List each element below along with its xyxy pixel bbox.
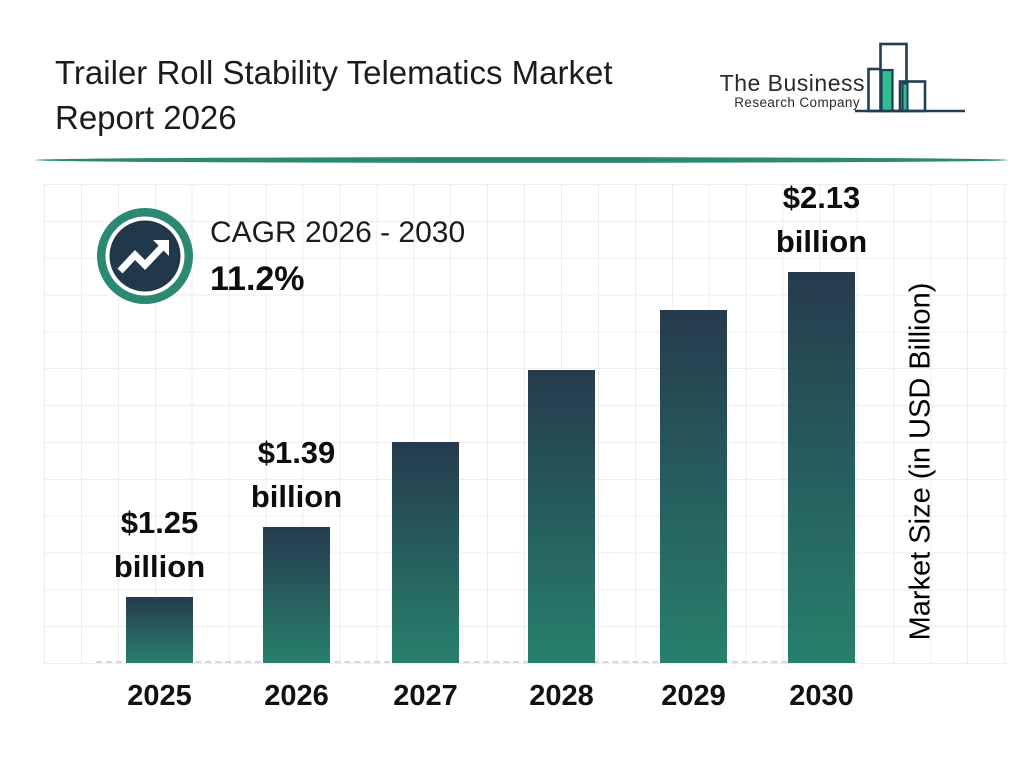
x-tick-2027: 2027 [393, 680, 458, 712]
x-tick-2026: 2026 [264, 680, 329, 712]
bar-2026 [263, 527, 330, 663]
bar-2027 [392, 442, 459, 663]
cagr-block: CAGR 2026 - 2030 11.2% [210, 214, 465, 299]
x-tick-2030: 2030 [789, 680, 854, 712]
cagr-label: CAGR 2026 - 2030 [210, 216, 466, 249]
bar-chart-logo-icon [855, 42, 965, 113]
y-axis-label: Market Size (in USD Billion) [904, 282, 937, 641]
page-title-line2: Report 2026 [55, 99, 237, 136]
trend-up-icon [97, 208, 193, 304]
bar-2029 [660, 310, 727, 663]
page-title: Trailer Roll Stability Telematics Market… [55, 50, 715, 140]
bar-2030 [788, 272, 855, 663]
bar-2025 [126, 597, 193, 663]
x-tick-2029: 2029 [661, 680, 726, 712]
page-title-line1: Trailer Roll Stability Telematics Market [55, 54, 613, 91]
cagr-value: 11.2% [210, 260, 305, 298]
value-label-2030: $2.13 billion [775, 180, 868, 259]
bar-2028 [528, 370, 595, 663]
x-tick-2025: 2025 [127, 680, 192, 712]
logo-name: The Business [719, 70, 865, 96]
axis-baseline [96, 661, 857, 663]
divider-line [35, 157, 1008, 163]
value-label-2025: $1.25 billion [113, 505, 206, 584]
x-tick-2028: 2028 [529, 680, 594, 712]
logo-subname: Research Company [734, 95, 860, 110]
value-label-2026: $1.39 billion [250, 435, 343, 514]
